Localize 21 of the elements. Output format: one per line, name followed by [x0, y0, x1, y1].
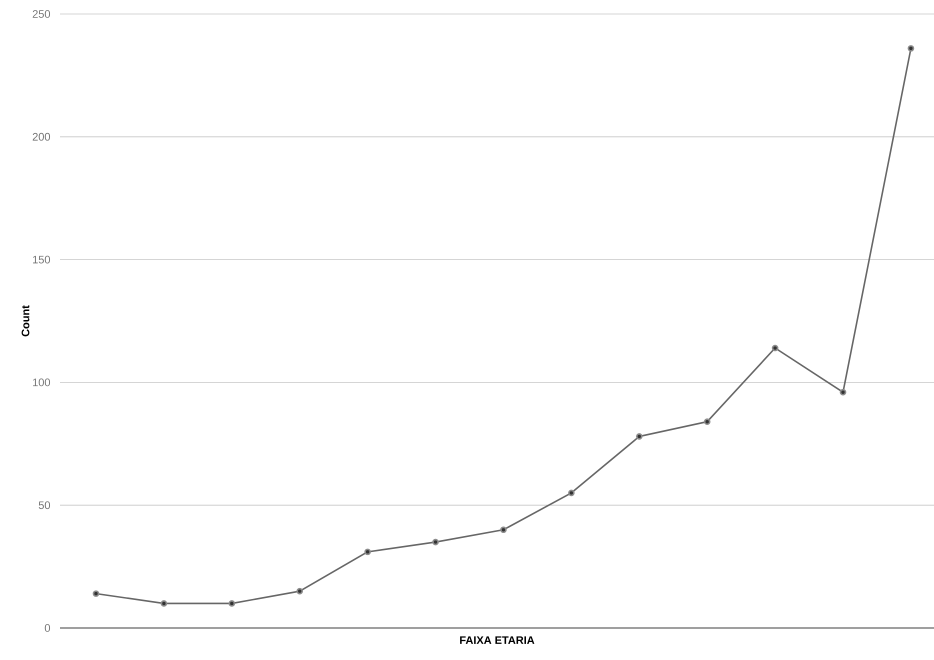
y-tick-label: 250 — [32, 10, 50, 18]
point — [364, 548, 371, 556]
point — [160, 600, 168, 607]
y-axis-title: Count — [22, 305, 30, 336]
point — [228, 600, 236, 607]
point — [636, 433, 643, 440]
y-tick-label: 150 — [33, 256, 50, 264]
point — [908, 45, 914, 52]
y-tick-label: 100 — [33, 378, 50, 386]
y-tick-label: 200 — [32, 132, 50, 141]
point — [772, 344, 778, 352]
point — [704, 418, 710, 425]
point — [92, 590, 100, 597]
y-tick-label: 0 — [44, 624, 50, 632]
y-tick-label: 50 — [38, 501, 50, 510]
point — [432, 538, 439, 546]
x-axis-title: FAIXA ETARIA — [460, 636, 534, 644]
point — [840, 388, 846, 396]
point — [500, 526, 507, 534]
point — [296, 588, 304, 594]
point — [568, 490, 575, 496]
